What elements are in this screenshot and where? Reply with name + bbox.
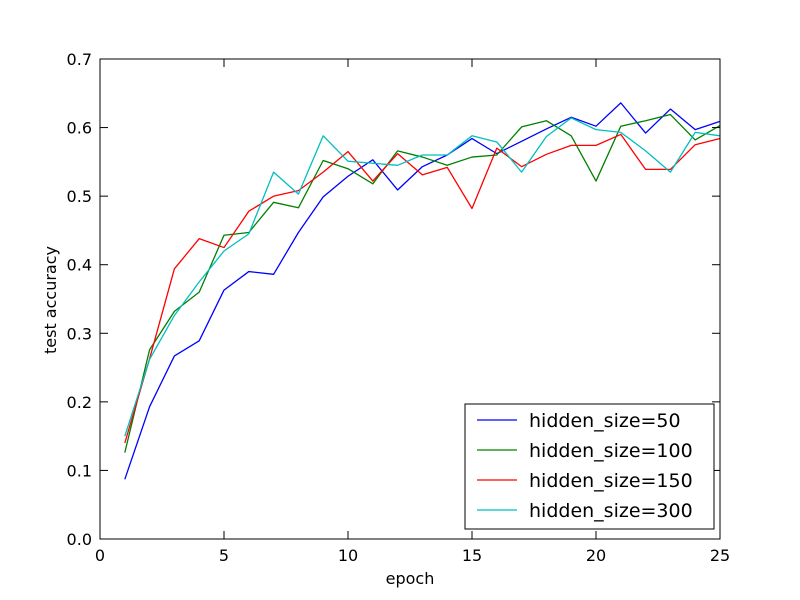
series-layer xyxy=(124,102,721,480)
series-line-2 xyxy=(124,133,721,444)
x-tick-label: 20 xyxy=(586,546,606,565)
axes-frame xyxy=(99,58,721,540)
legend-label-2: hidden_size=150 xyxy=(529,470,693,492)
x-tick-label: 0 xyxy=(95,546,105,565)
legend-label-1: hidden_size=100 xyxy=(529,440,693,462)
series-line-1 xyxy=(124,113,721,453)
legend-box xyxy=(464,403,715,530)
y-tick-label: 0.4 xyxy=(67,256,92,275)
y-tick-label: 0.2 xyxy=(67,393,92,412)
legend-label-3: hidden_size=300 xyxy=(529,500,693,522)
x-tick-label: 25 xyxy=(710,546,730,565)
y-tick-label: 0.7 xyxy=(67,50,92,69)
series-line-3 xyxy=(124,117,721,437)
y-axis-label: test accuracy xyxy=(41,246,60,354)
x-tick-label: 5 xyxy=(219,546,229,565)
axes-layer xyxy=(99,58,721,540)
ticks-layer: 0 5 10 15 20 25 0.0 0.1 0.2 0.3 0.4 0.5 0.6 0.7 xyxy=(67,50,731,565)
y-tick-label: 0.6 xyxy=(67,119,92,138)
x-tick-label: 10 xyxy=(338,546,358,565)
legend: hidden_size=50 hidden_size=100 hidden_size… xyxy=(464,403,715,530)
y-tick-label: 0.5 xyxy=(67,187,92,206)
legend-label-0: hidden_size=50 xyxy=(529,410,681,432)
series-line-0 xyxy=(124,102,721,480)
x-tick-label: 15 xyxy=(462,546,482,565)
y-tick-label: 0.0 xyxy=(67,530,92,549)
y-tick-label: 0.3 xyxy=(67,324,92,343)
y-tick-label: 0.1 xyxy=(67,461,92,480)
x-axis-label: epoch xyxy=(386,569,435,588)
